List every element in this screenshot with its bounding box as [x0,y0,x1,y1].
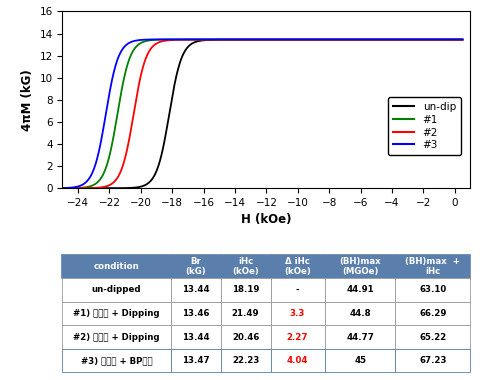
X-axis label: H (kOe): H (kOe) [241,214,292,226]
Legend: un-dip, #1, #2, #3: un-dip, #1, #2, #3 [388,97,461,155]
Y-axis label: 4πM (kG): 4πM (kG) [21,69,34,131]
